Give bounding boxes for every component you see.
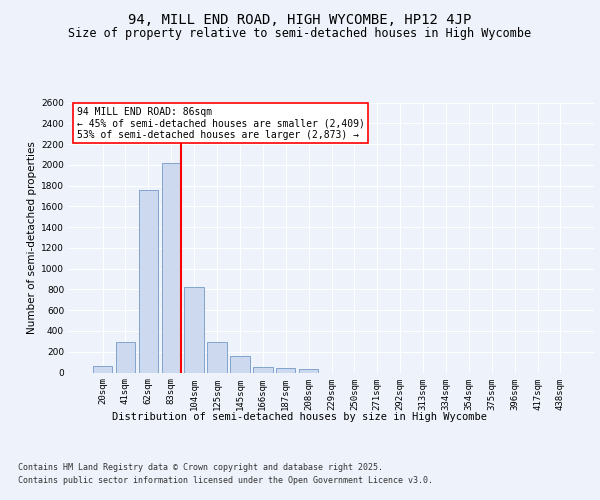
Text: Size of property relative to semi-detached houses in High Wycombe: Size of property relative to semi-detach… xyxy=(68,28,532,40)
Text: Contains public sector information licensed under the Open Government Licence v3: Contains public sector information licen… xyxy=(18,476,433,485)
Text: 94 MILL END ROAD: 86sqm
← 45% of semi-detached houses are smaller (2,409)
53% of: 94 MILL END ROAD: 86sqm ← 45% of semi-de… xyxy=(77,106,365,140)
Text: Contains HM Land Registry data © Crown copyright and database right 2025.: Contains HM Land Registry data © Crown c… xyxy=(18,462,383,471)
Bar xyxy=(116,342,135,372)
Text: 94, MILL END ROAD, HIGH WYCOMBE, HP12 4JP: 94, MILL END ROAD, HIGH WYCOMBE, HP12 4J… xyxy=(128,12,472,26)
Bar xyxy=(276,368,295,372)
Bar xyxy=(299,369,319,372)
Bar xyxy=(208,342,227,372)
Text: Distribution of semi-detached houses by size in High Wycombe: Distribution of semi-detached houses by … xyxy=(113,412,487,422)
Y-axis label: Number of semi-detached properties: Number of semi-detached properties xyxy=(27,141,37,334)
Bar xyxy=(184,288,204,372)
Bar xyxy=(139,190,158,372)
Bar xyxy=(161,162,181,372)
Bar xyxy=(230,356,250,372)
Bar xyxy=(253,368,272,372)
Bar xyxy=(93,366,112,372)
